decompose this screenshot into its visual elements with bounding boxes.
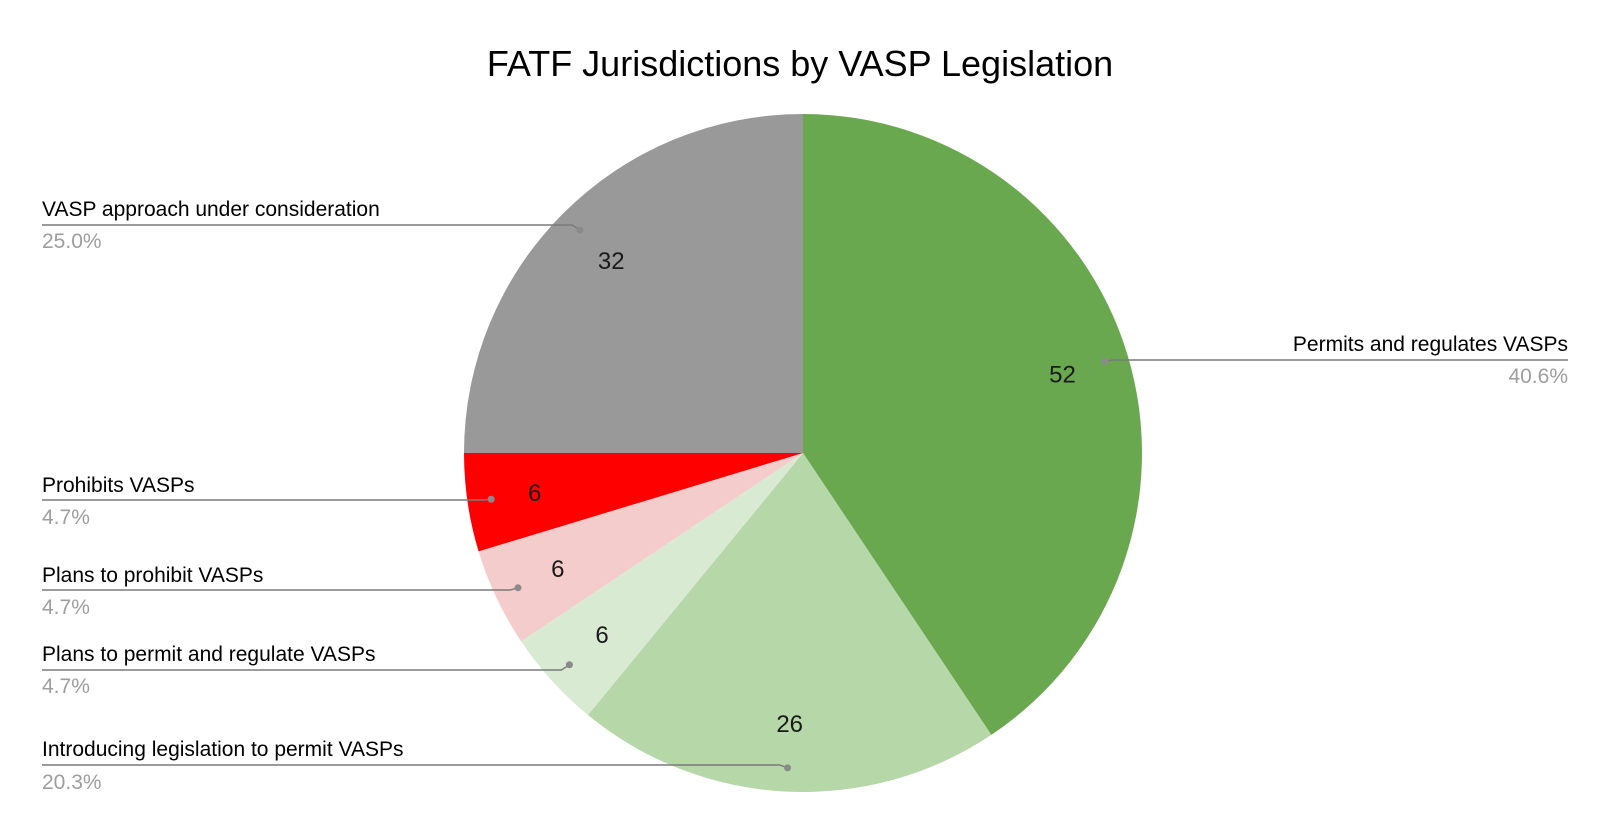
callout-leaders <box>42 224 1568 772</box>
callout-label-prohibits-vasps: Prohibits VASPs <box>42 474 195 497</box>
callout-percent-permits-and-regulates-vasps: 40.6% <box>1508 365 1568 388</box>
callout-label-introducing-legislation-to-permit-vasps: Introducing legislation to permit VASPs <box>42 738 403 761</box>
callout-leader-line <box>42 587 519 591</box>
callout-label-plans-to-prohibit-vasps: Plans to prohibit VASPs <box>42 564 263 587</box>
slice-value-label: 26 <box>776 711 803 738</box>
pie-slices: 52 26 6 6 6 32 <box>464 114 1142 793</box>
callout-label-vasp-approach-under-consideration: VASP approach under consideration <box>42 198 380 221</box>
callout-anchor-dot <box>576 226 584 234</box>
callout-percent-vasp-approach-under-consideration: 25.0% <box>42 230 102 253</box>
slice-value-label: 6 <box>528 480 541 507</box>
callout-anchor-dot <box>1101 357 1109 365</box>
callout-percent-plans-to-permit-and-regulate-vasps: 4.7% <box>42 675 90 698</box>
callout-label-permits-and-regulates-vasps: Permits and regulates VASPs <box>1293 333 1568 356</box>
pie-slice-introducing-legislation-to-permit-vasps <box>587 453 992 793</box>
slice-value-label: 6 <box>595 622 608 649</box>
callout-anchor-dot <box>565 661 573 669</box>
callout-anchor-dot <box>784 764 792 772</box>
pie-slice-plans-to-prohibit-vasps <box>478 453 803 642</box>
pie-slice-vasp-approach-under-consideration <box>464 114 803 453</box>
slice-value-label: 6 <box>551 556 564 583</box>
chart-title: FATF Jurisdictions by VASP Legislation <box>487 43 1113 84</box>
callout-anchor-dot <box>514 584 522 592</box>
callout-anchor-dot <box>487 495 495 503</box>
pie-slice-plans-to-permit-and-regulate-vasps <box>521 453 803 716</box>
callout-percent-plans-to-prohibit-vasps: 4.7% <box>42 596 90 619</box>
callout-leader-line <box>42 224 581 231</box>
pie-slice-prohibits-vasps <box>464 453 803 552</box>
callout-leader-line <box>1104 359 1568 363</box>
callout-label-plans-to-permit-and-regulate-vasps: Plans to permit and regulate VASPs <box>42 643 375 666</box>
callout-percent-prohibits-vasps: 4.7% <box>42 506 90 529</box>
slice-value-label: 52 <box>1049 361 1076 388</box>
pie-slice-permits-and-regulates-vasps <box>803 114 1142 735</box>
slice-value-label: 32 <box>598 248 625 275</box>
callout-labels: Permits and regulates VASPs 40.6% Introduc… <box>42 198 1568 794</box>
callout-leader-line <box>42 498 492 501</box>
callout-percent-introducing-legislation-to-permit-vasps: 20.3% <box>42 771 102 794</box>
